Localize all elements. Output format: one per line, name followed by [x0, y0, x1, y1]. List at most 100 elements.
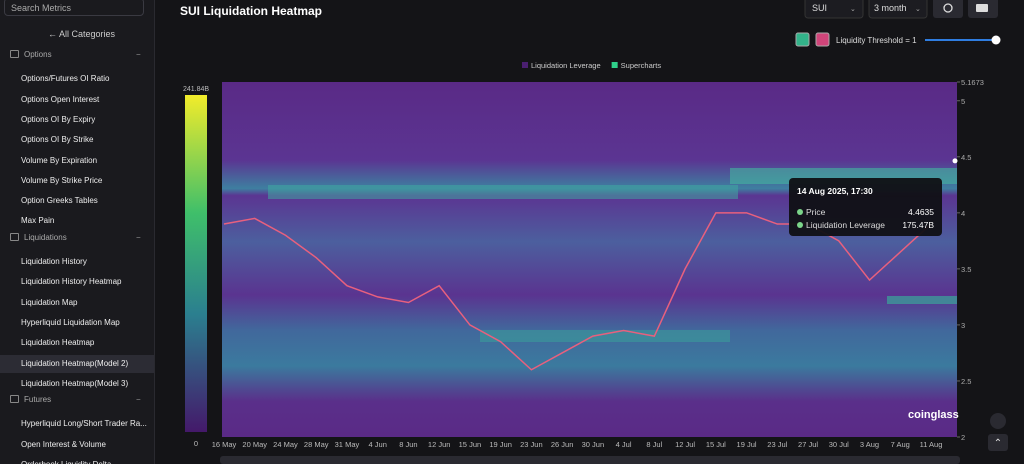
- range-select[interactable]: [868, 0, 928, 19]
- menu-item[interactable]: Liquidation Heatmap(Model 2): [0, 354, 154, 373]
- caret: ⌄: [915, 6, 921, 13]
- x-tick-label: 24 May: [273, 440, 298, 449]
- tooltip-price: 4.4635: [908, 207, 934, 217]
- tooltip-box: [789, 178, 942, 236]
- x-tick-label: 19 Jul: [737, 440, 757, 449]
- heat-band: [887, 296, 957, 304]
- x-tick-label: 23 Jun: [520, 440, 543, 449]
- x-tick-label: 27 Jul: [798, 440, 818, 449]
- menu-item[interactable]: Volume By Strike Price: [21, 175, 103, 185]
- y-tick-label: 4.5: [961, 153, 971, 162]
- x-tick-label: 8 Jun: [399, 440, 417, 449]
- section-label: Futures: [24, 395, 52, 405]
- section-icon: [10, 395, 19, 404]
- threshold-label: Liquidity Threshold = 1: [836, 36, 917, 45]
- menu-item[interactable]: Liquidation History Heatmap: [21, 277, 122, 287]
- heat-band: [480, 330, 730, 342]
- menu-item[interactable]: Open Interest & Volume: [21, 439, 106, 449]
- info-button[interactable]: [990, 413, 1006, 429]
- x-tick-label: 28 May: [304, 440, 329, 449]
- x-tick-label: 20 May: [242, 440, 267, 449]
- heat-band: [268, 185, 738, 199]
- menu-item[interactable]: Options Open Interest: [21, 94, 100, 104]
- y-tick-label: 3: [961, 321, 965, 330]
- all-categories[interactable]: ← All Categories: [48, 29, 115, 39]
- slider-thumb[interactable]: [991, 35, 1001, 45]
- search-input[interactable]: Search Metrics: [4, 0, 144, 16]
- watermark: coinglass: [908, 409, 959, 421]
- theme-2[interactable]: [815, 32, 830, 47]
- y-tick-label: 2: [961, 433, 965, 442]
- x-tick-label: 30 Jul: [829, 440, 849, 449]
- heatmap: [222, 82, 957, 437]
- tooltip: 14 Aug 2025, 17:30 Price 4.4635 Liquidat…: [789, 178, 942, 236]
- back-arrow: ←: [48, 29, 60, 39]
- scroll-top-button[interactable]: [988, 434, 1008, 451]
- menu-item[interactable]: Options/Futures OI Ratio: [21, 74, 110, 84]
- menu-item[interactable]: Volume By Expiration: [21, 155, 98, 165]
- all-categories-label: All Categories: [59, 29, 116, 39]
- section-title[interactable]: Futures: [10, 395, 141, 405]
- x-tick-label: 8 Jul: [646, 440, 662, 449]
- x-tick-label: 30 Jun: [582, 440, 605, 449]
- tooltip-leverage-label: Liquidation Leverage: [806, 220, 885, 230]
- menu-item[interactable]: Options OI By Expiry: [21, 114, 96, 124]
- legend-swatch: [611, 62, 618, 68]
- legend-label: Supercharts: [621, 61, 662, 70]
- x-tick-label: 12 Jul: [675, 440, 695, 449]
- tooltip-leverage: 175.47B: [902, 220, 934, 230]
- zoom-bar[interactable]: [220, 456, 960, 464]
- x-tick-label: 11 Aug: [920, 440, 943, 449]
- tooltip-dot: [797, 209, 803, 215]
- section-icon: [10, 50, 19, 58]
- y-tick-label: 2.5: [961, 377, 971, 386]
- section-title[interactable]: Liquidations: [10, 232, 140, 242]
- section-title[interactable]: Options: [10, 50, 139, 59]
- x-tick-label: 4 Jul: [616, 440, 632, 449]
- menu-item[interactable]: Hyperliquid Long/Short Trader Ra...: [21, 419, 147, 429]
- tooltip-dot: [797, 222, 803, 228]
- menu-item[interactable]: Liquidation History: [21, 257, 87, 266]
- theme-1[interactable]: [795, 32, 810, 47]
- menu-item[interactable]: Max Pain: [21, 216, 55, 226]
- camera-icon: [976, 4, 988, 12]
- x-tick-label: 26 Jun: [551, 440, 574, 449]
- section-label: Liquidations: [24, 232, 67, 242]
- menu-item[interactable]: Liquidation Heatmap: [21, 338, 95, 348]
- menu-item[interactable]: Hyperliquid Liquidation Map: [21, 317, 120, 327]
- menu-item[interactable]: Option Greeks Tables: [21, 196, 98, 206]
- x-tick-label: 15 Jun: [459, 440, 482, 449]
- range-value: 3 month: [874, 3, 907, 13]
- menu-item[interactable]: Liquidation Heatmap(Model 3): [21, 378, 129, 388]
- x-tick-label: 19 Jun: [489, 440, 512, 449]
- x-tick-label: 16 May: [212, 440, 237, 449]
- tooltip-price-label: Price: [806, 207, 826, 217]
- legend-label: Liquidation Leverage: [531, 61, 601, 70]
- x-tick-label: 7 Aug: [891, 440, 910, 449]
- legend-swatch: [522, 62, 528, 68]
- x-tick-label: 15 Jul: [706, 440, 726, 449]
- menu-item[interactable]: Liquidation Map: [21, 297, 78, 307]
- color-bar: [185, 95, 207, 432]
- y-tick-label: 4: [961, 209, 965, 218]
- x-tick-label: 4 Jun: [369, 440, 387, 449]
- y-tick-label: 3.5: [961, 265, 971, 274]
- coin-select[interactable]: [804, 0, 864, 19]
- caret: ⌄: [850, 6, 856, 13]
- x-tick-label: 31 May: [335, 440, 360, 449]
- menu-item[interactable]: Orderbook Liquidity Delta: [0, 456, 154, 464]
- up-icon: ⌃: [994, 438, 1002, 449]
- tooltip-date: 14 Aug 2025, 17:30: [797, 186, 873, 196]
- x-tick-label: 3 Aug: [860, 440, 879, 449]
- y-tick-label: 5: [961, 97, 965, 106]
- refresh-button[interactable]: [933, 0, 963, 18]
- menu-item[interactable]: Options OI By Strike: [21, 135, 94, 145]
- colorbar-min: 0: [194, 439, 198, 448]
- coin-value: SUI: [812, 3, 827, 13]
- colorbar-max: 241.84B: [183, 86, 209, 93]
- sidebar: Search Metrics ← All Categories Options O…: [0, 0, 155, 464]
- x-tick-label: 12 Jun: [428, 440, 451, 449]
- y-tick-label: 5.1673: [961, 78, 984, 87]
